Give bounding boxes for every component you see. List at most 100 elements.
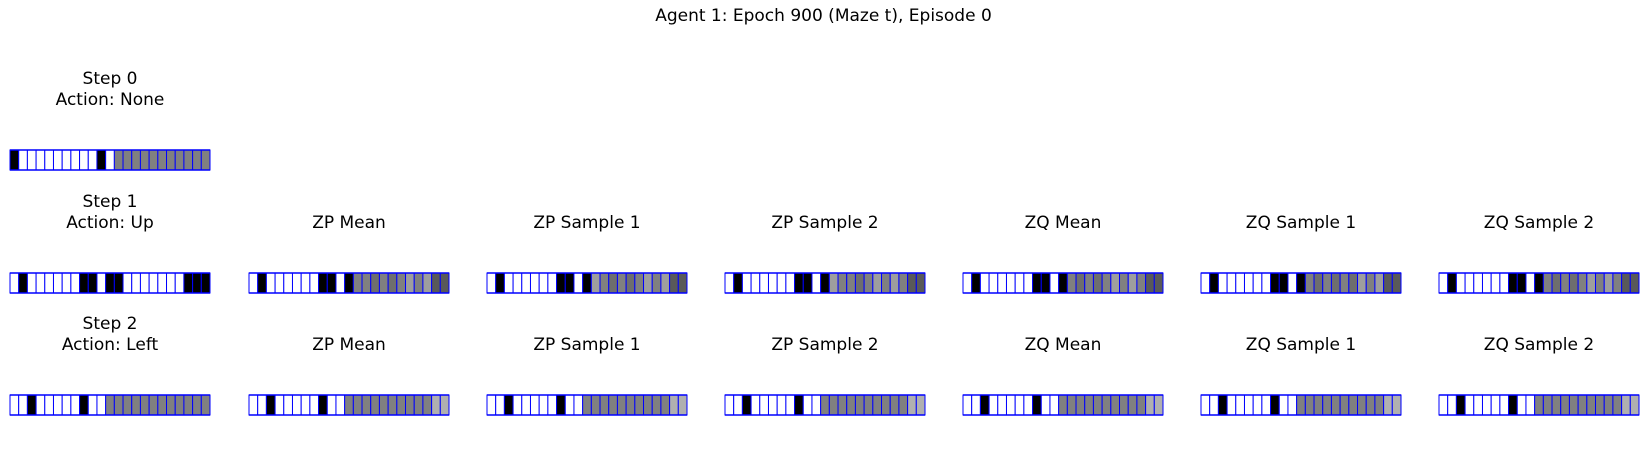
grid-cell: [18, 272, 28, 294]
grid-cell: [1235, 394, 1245, 416]
grid-cell: [1119, 394, 1129, 416]
grid-cell: [1252, 272, 1263, 294]
grid-cell: [257, 394, 267, 416]
grid-cell: [200, 394, 211, 416]
grid-cell: [881, 394, 891, 416]
grid-cell: [291, 394, 302, 416]
grid-cell: [413, 272, 424, 294]
panel-step2-observation: Step 2 Action: Left: [9, 314, 211, 417]
grid-cell: [79, 149, 89, 171]
grid-cell: [1145, 394, 1155, 416]
panel-title: ZQ Mean: [1024, 335, 1102, 355]
panel-title: ZP Mean: [312, 213, 386, 233]
grid-cell: [139, 149, 150, 171]
grid-cell: [157, 394, 168, 416]
grid-cell: [1217, 394, 1228, 416]
grid-cell: [643, 394, 653, 416]
grid-cell: [573, 394, 584, 416]
cell-strip: [9, 149, 211, 171]
grid-cell: [573, 272, 584, 294]
grid-cell: [854, 272, 865, 294]
grid-cell: [1217, 272, 1228, 294]
grid-cell: [1499, 272, 1510, 294]
grid-cell: [1383, 272, 1393, 294]
grid-cell: [70, 394, 81, 416]
cell-strip: [9, 272, 211, 294]
grid-cell: [785, 394, 796, 416]
grid-cell: [174, 272, 185, 294]
grid-cell: [387, 394, 398, 416]
grid-cell: [1560, 272, 1570, 294]
grid-cell: [1551, 272, 1562, 294]
grid-cell: [1313, 394, 1324, 416]
grid-cell: [538, 272, 549, 294]
grid-cell: [1322, 272, 1332, 294]
panel-title: Step 2 Action: Left: [0, 314, 250, 356]
grid-cell: [183, 149, 194, 171]
grid-cell: [44, 149, 54, 171]
grid-cell: [1568, 394, 1579, 416]
grid-cell: [677, 394, 688, 416]
grid-cell: [1542, 272, 1553, 294]
grid-cell: [9, 149, 20, 171]
grid-cell: [283, 394, 293, 416]
grid-cell: [1339, 272, 1350, 294]
grid-cell: [18, 149, 28, 171]
panel-step1-zp-sample-1: ZP Sample 1: [486, 213, 688, 295]
grid-cell: [1066, 394, 1077, 416]
grid-cell: [759, 272, 769, 294]
grid-cell: [96, 149, 107, 171]
grid-cell: [105, 149, 115, 171]
grid-cell: [1084, 272, 1094, 294]
grid-cell: [174, 149, 185, 171]
grid-cell: [335, 272, 346, 294]
grid-cell: [70, 272, 81, 294]
grid-cell: [915, 394, 926, 416]
grid-cell: [802, 394, 813, 416]
grid-cell: [113, 149, 124, 171]
grid-cell: [1322, 394, 1332, 416]
grid-cell: [915, 272, 926, 294]
grid-cell: [1049, 394, 1060, 416]
grid-cell: [486, 394, 497, 416]
panel-title: ZP Sample 2: [771, 335, 879, 355]
grid-cell: [1032, 394, 1042, 416]
grid-cell: [512, 272, 523, 294]
grid-cell: [396, 394, 407, 416]
panel-title: ZP Sample 1: [533, 213, 641, 233]
grid-cell: [724, 272, 735, 294]
grid-cell: [26, 272, 37, 294]
panel-title: ZP Sample 2: [771, 213, 879, 233]
grid-cell: [1110, 394, 1121, 416]
grid-cell: [616, 394, 627, 416]
panel-step2-zp-mean: ZP Mean: [248, 335, 450, 417]
grid-cell: [828, 272, 839, 294]
cell-strip: [724, 394, 926, 416]
grid-cell: [794, 272, 804, 294]
grid-cell: [625, 394, 636, 416]
grid-cell: [1005, 394, 1016, 416]
grid-cell: [1438, 394, 1449, 416]
grid-cell: [733, 394, 743, 416]
grid-cell: [1153, 394, 1164, 416]
cell-strip: [1438, 394, 1640, 416]
grid-cell: [794, 394, 804, 416]
grid-cell: [495, 394, 505, 416]
grid-cell: [166, 272, 176, 294]
grid-cell: [1040, 394, 1051, 416]
grid-cell: [192, 272, 202, 294]
grid-cell: [1621, 394, 1631, 416]
grid-cell: [556, 272, 566, 294]
grid-cell: [1339, 394, 1350, 416]
grid-cell: [291, 272, 302, 294]
grid-cell: [811, 394, 822, 416]
grid-cell: [131, 149, 141, 171]
panel-step1-zq-mean: ZQ Mean: [962, 213, 1164, 295]
grid-cell: [9, 394, 20, 416]
grid-cell: [1278, 272, 1289, 294]
grid-cell: [837, 272, 848, 294]
grid-cell: [148, 149, 159, 171]
grid-cell: [503, 272, 514, 294]
grid-cell: [1391, 272, 1402, 294]
grid-cell: [1455, 394, 1466, 416]
